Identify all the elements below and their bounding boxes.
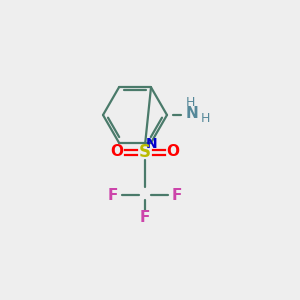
Text: H: H bbox=[200, 112, 210, 125]
Text: F: F bbox=[140, 209, 150, 224]
Text: N: N bbox=[146, 137, 158, 151]
Text: F: F bbox=[172, 188, 182, 202]
Text: H: H bbox=[185, 95, 195, 109]
Text: O: O bbox=[110, 145, 124, 160]
Text: N: N bbox=[186, 106, 198, 121]
Text: F: F bbox=[108, 188, 118, 202]
Text: S: S bbox=[139, 143, 151, 161]
Text: O: O bbox=[167, 145, 179, 160]
